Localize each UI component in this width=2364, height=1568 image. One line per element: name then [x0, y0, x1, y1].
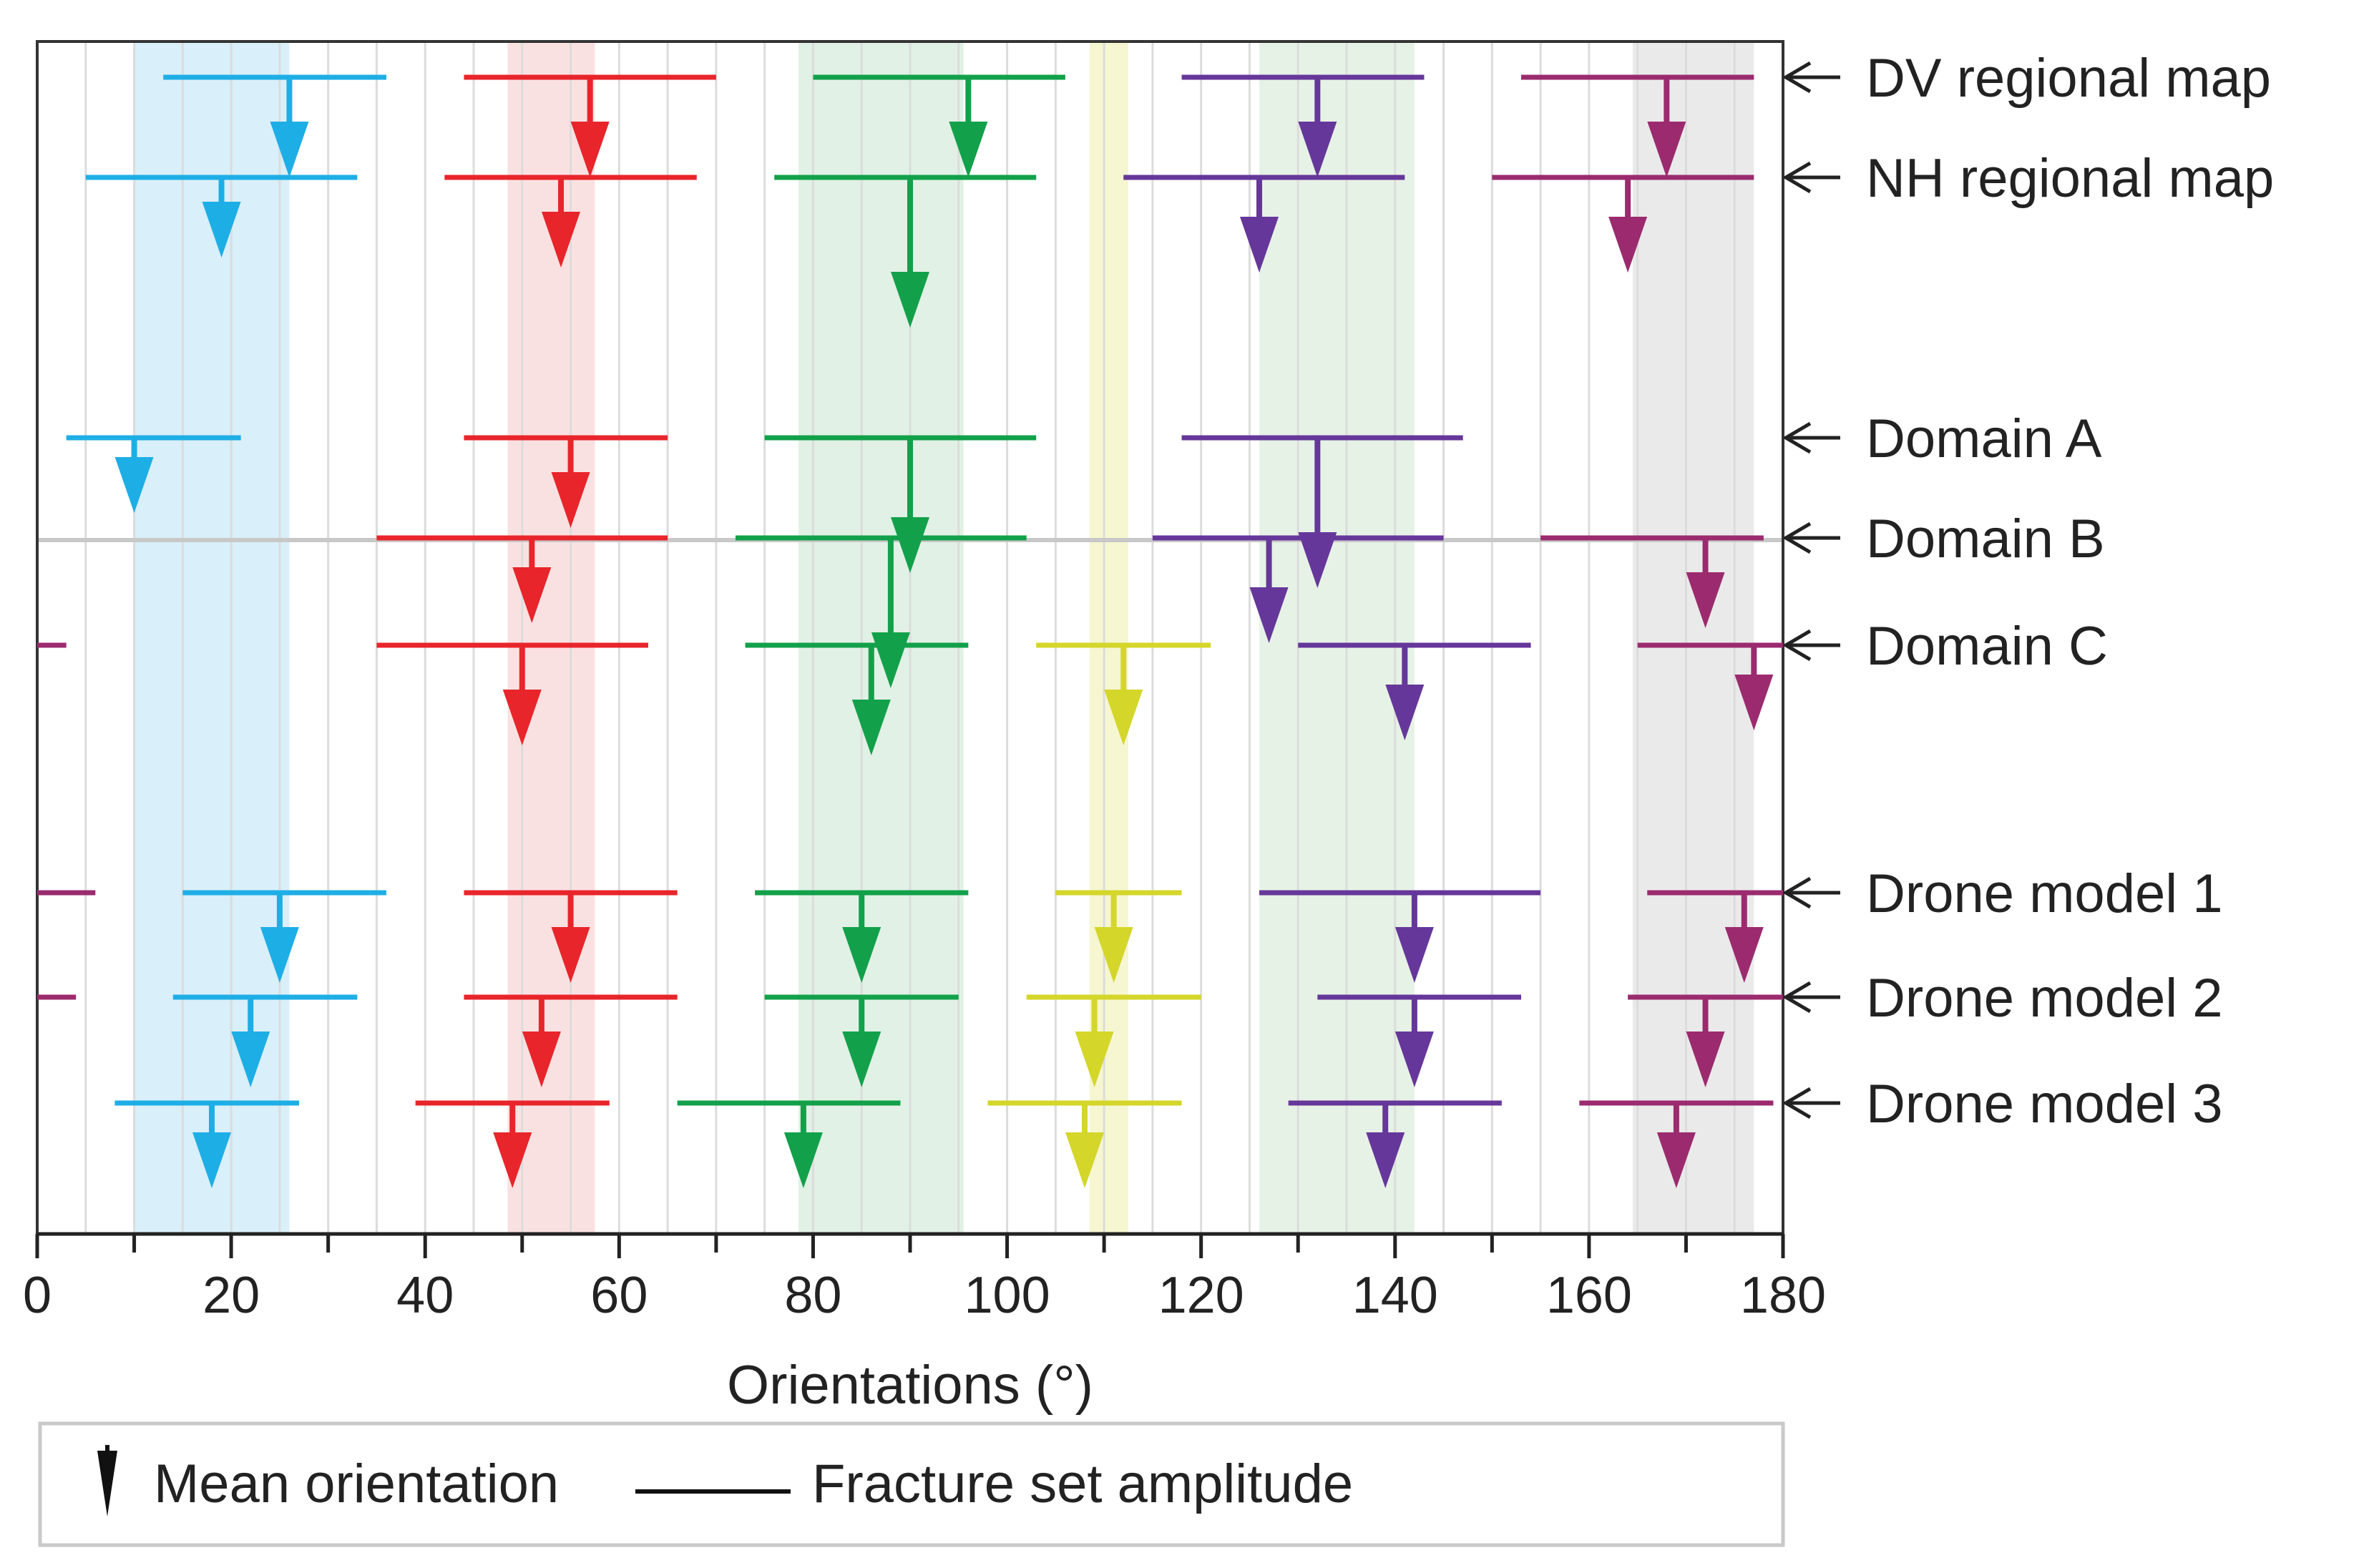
x-tick-label: 20: [202, 1267, 260, 1324]
x-tick-label: 140: [1352, 1267, 1438, 1324]
mean-arrow-head: [1647, 122, 1686, 177]
mean-orientation-arrow-icon: [97, 1451, 117, 1516]
row-label: NH regional map: [1866, 148, 2274, 209]
mean-arrow-head: [570, 122, 610, 177]
x-axis: 0 20 40 60 80 100 120 140 160 180: [23, 1232, 1826, 1324]
mean-arrow-head: [493, 1132, 532, 1188]
mean-arrow-head: [1686, 1032, 1725, 1087]
row-pointer-head-icon: [1782, 876, 1812, 909]
band-5: [1632, 41, 1754, 1234]
legend-box: [38, 1421, 1785, 1547]
mean-arrow-head: [114, 457, 154, 513]
row-pointer-head-icon: [1782, 981, 1812, 1014]
row-label: Drone model 2: [1866, 968, 2223, 1029]
mean-arrow-head: [1104, 690, 1143, 745]
mean-arrow-head: [1724, 927, 1764, 983]
mean-arrow-head: [512, 567, 552, 623]
mean-arrow-head: [1385, 685, 1425, 740]
mean-arrow-head: [949, 122, 988, 177]
mean-arrow-head: [851, 700, 891, 755]
mean-arrow-head: [1298, 532, 1337, 588]
x-axis-label: Orientations (°): [727, 1355, 1093, 1416]
mean-arrow-head: [1240, 217, 1279, 273]
row-label: Drone model 1: [1866, 863, 2223, 924]
mean-arrow-head: [1075, 1032, 1114, 1087]
row-labels: DV regional map NH regional map Domain A Do…: [1782, 48, 2274, 1135]
row-pointer-head-icon: [1782, 629, 1812, 662]
x-tick-label: 80: [784, 1267, 841, 1324]
mean-arrow-head: [842, 927, 881, 983]
legend-amplitude-label: Fracture set amplitude: [812, 1454, 1353, 1514]
legend: Mean orientation Fracture set amplitude: [38, 1421, 1785, 1547]
mean-arrow-head: [1395, 1032, 1434, 1087]
mean-arrow-head: [1094, 927, 1133, 983]
x-tick-label: 160: [1546, 1267, 1632, 1324]
mean-arrow-head: [1249, 587, 1289, 643]
mean-arrow-head: [842, 1032, 881, 1087]
mean-arrow-head: [1686, 572, 1725, 628]
x-tick-label: 40: [396, 1267, 454, 1324]
mean-arrow-head: [1608, 217, 1648, 273]
mean-arrow-head: [270, 122, 309, 177]
mean-arrow-head: [551, 927, 590, 983]
mean-arrow-head: [1065, 1132, 1104, 1188]
mean-arrow-head: [260, 927, 299, 983]
x-tick-label: 120: [1158, 1267, 1244, 1324]
mean-arrow-head: [192, 1132, 231, 1188]
mean-arrow-head: [542, 212, 580, 268]
row-pointer-head-icon: [1782, 521, 1812, 554]
mean-arrow-head: [551, 472, 590, 528]
mean-arrow-head: [1366, 1132, 1405, 1188]
x-tick-label: 100: [964, 1267, 1050, 1324]
row-label: DV regional map: [1866, 48, 2271, 109]
row-pointer-head-icon: [1782, 161, 1812, 194]
row-pointer-head-icon: [1782, 61, 1812, 94]
row-label: Domain B: [1866, 509, 2105, 569]
mean-arrow-head: [231, 1032, 270, 1087]
band-4: [1259, 41, 1415, 1234]
mean-arrow-head: [502, 690, 542, 745]
mean-arrow-head: [783, 1132, 823, 1188]
mean-arrow-head: [1395, 927, 1434, 983]
mean-arrow-head: [891, 272, 929, 328]
row-label: Domain A: [1866, 408, 2102, 469]
mean-arrow-head: [1298, 122, 1337, 177]
mean-arrow-head: [202, 202, 241, 258]
vertical-gridlines: [84, 41, 1736, 1234]
fracture-sets: [37, 74, 1783, 1188]
mean-arrow-head: [1656, 1132, 1696, 1188]
mean-arrow-head: [522, 1032, 561, 1087]
x-tick-label: 0: [23, 1267, 52, 1324]
row-label: Drone model 3: [1866, 1074, 2223, 1135]
x-tick-label: 180: [1740, 1267, 1826, 1324]
mean-arrow-head: [1734, 675, 1774, 730]
legend-mean-label: Mean orientation: [154, 1454, 559, 1514]
x-tick-label: 60: [590, 1267, 648, 1324]
row-label: Domain C: [1866, 616, 2108, 677]
row-pointer-head-icon: [1782, 421, 1812, 454]
row-pointer-head-icon: [1782, 1087, 1812, 1119]
mean-arrow-head: [891, 517, 929, 573]
